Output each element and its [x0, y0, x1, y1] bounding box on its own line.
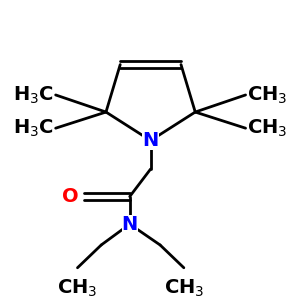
- Text: CH$_3$: CH$_3$: [248, 118, 288, 139]
- Text: H$_3$C: H$_3$C: [13, 84, 54, 106]
- Text: O: O: [62, 187, 78, 206]
- Text: N: N: [122, 214, 138, 234]
- Text: H$_3$C: H$_3$C: [13, 118, 54, 139]
- Text: N: N: [142, 131, 159, 150]
- Text: CH$_3$: CH$_3$: [164, 277, 204, 298]
- Text: CH$_3$: CH$_3$: [57, 277, 98, 298]
- Text: CH$_3$: CH$_3$: [248, 84, 288, 106]
